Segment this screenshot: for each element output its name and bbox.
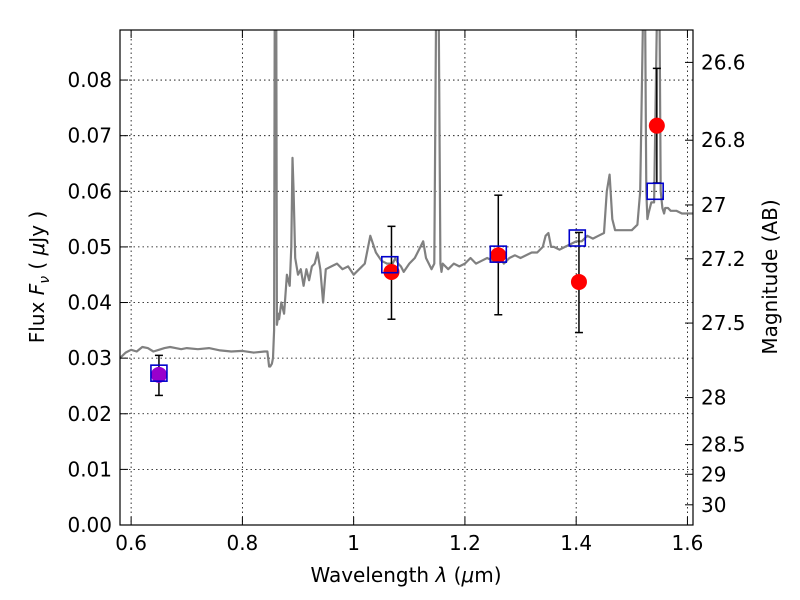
y-label-part-6: Jy ) [25, 211, 49, 245]
y-label-part-4: ( [25, 255, 49, 276]
mag-tick-label: 30 [701, 493, 726, 517]
y-label-mu: μ [25, 243, 49, 257]
observed-point [648, 117, 665, 134]
y-axis: 0.00 0.01 0.02 0.03 0.04 0.05 0.06 0.07 0.08 [67, 68, 128, 537]
y-label-nu: ν [37, 276, 53, 284]
mag-tick-label: 27.2 [701, 247, 746, 271]
x-axis: 0.6 0.8 1 1.2 1.4 1.6 [115, 30, 703, 555]
observed-point [570, 273, 587, 290]
y-label-f: F [25, 283, 49, 295]
y-tick-label: 0.06 [67, 179, 112, 203]
y-tick-label: 0.03 [67, 346, 112, 370]
x-tick-label: 1.4 [560, 531, 592, 555]
y-tick-label: 0.00 [67, 513, 112, 537]
spectrum-line [120, 30, 693, 368]
observed-points [150, 117, 665, 383]
model-point [150, 364, 168, 382]
y-tick-label: 0.08 [67, 68, 112, 92]
model-point [381, 255, 399, 274]
magnitude-axis-label: Magnitude (AB) [758, 199, 782, 354]
model-point [489, 245, 508, 263]
mag-tick-label: 28 [701, 386, 726, 410]
x-tick-label: 1.6 [672, 531, 704, 555]
x-tick-label: 0.8 [226, 531, 258, 555]
observed-point [490, 247, 507, 264]
mag-tick-label: 29 [701, 462, 726, 486]
x-label-part-1: Wavelength [310, 563, 435, 587]
x-tick-label: 1.2 [449, 531, 481, 555]
x-tick-label: 0.6 [115, 531, 147, 555]
mag-tick-label: 27 [701, 193, 726, 217]
x-label-mu: μ [460, 563, 474, 587]
x-axis-label: Wavelength λ (μm) [310, 563, 501, 587]
x-tick-label: 1 [347, 531, 360, 555]
mag-tick-label: 28.5 [701, 433, 746, 457]
x-label-lambda: λ [434, 563, 447, 587]
y-tick-label: 0.04 [67, 291, 112, 315]
x-label-part-5: m) [474, 563, 501, 587]
magnitude-axis: 26.6 26.8 27 27.2 27.5 28 28.5 29 30 [685, 50, 746, 517]
grid [120, 30, 693, 526]
x-label-part-3: ( [447, 563, 461, 587]
y-label-part-1: Flux [25, 295, 49, 343]
template-spectrum [120, 30, 693, 368]
mag-tick-label: 27.5 [701, 311, 746, 335]
mag-tick-label: 26.6 [701, 50, 746, 74]
plot-frame [119, 29, 694, 526]
y-tick-label: 0.02 [67, 402, 112, 426]
model-points [150, 182, 664, 382]
y-tick-label: 0.07 [67, 124, 112, 148]
y-axis-label: Flux Fν ( μJy ) [25, 211, 53, 343]
y-tick-label: 0.05 [67, 235, 112, 259]
y-tick-label: 0.01 [67, 457, 112, 481]
model-point [646, 182, 664, 201]
mag-tick-label: 26.8 [701, 128, 746, 152]
observed-point [150, 366, 167, 383]
model-point [568, 229, 587, 247]
